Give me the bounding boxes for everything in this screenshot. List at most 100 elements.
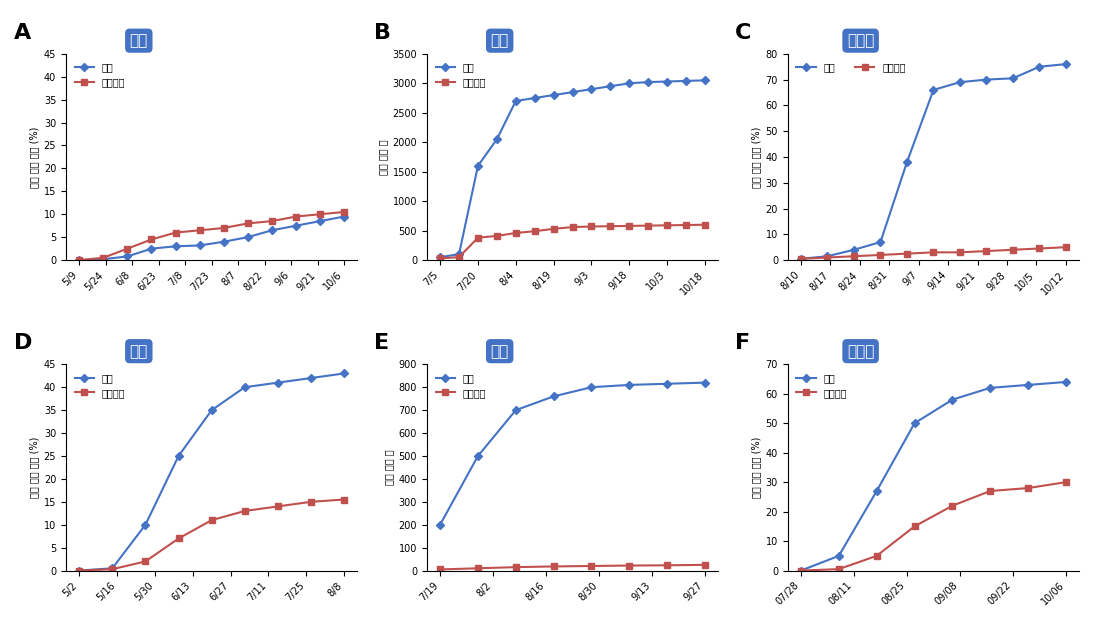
온주밀감: [1059, 479, 1072, 486]
온주밀감: [547, 225, 560, 232]
하귤: [870, 487, 883, 495]
온주밀감: [927, 249, 940, 256]
하귤: [623, 381, 636, 389]
Text: B: B: [374, 23, 392, 43]
Legend: 하귤, 온주밀감: 하귤, 온주밀감: [793, 58, 910, 77]
온주밀감: [680, 221, 693, 229]
하귤: [901, 158, 914, 166]
하귤: [661, 380, 674, 387]
Text: C: C: [735, 23, 751, 43]
Text: F: F: [735, 333, 750, 354]
온주밀감: [954, 249, 967, 256]
하귤: [1059, 378, 1072, 386]
Line: 하귤: 하귤: [799, 379, 1069, 573]
하귤: [873, 238, 887, 246]
온주밀감: [491, 232, 504, 240]
Y-axis label: 전체 발병 수: 전체 발병 수: [385, 450, 395, 485]
온주밀감: [585, 223, 598, 230]
하귤: [983, 384, 997, 392]
하귤: [1033, 63, 1046, 70]
하귤: [833, 552, 846, 560]
온주밀감: [97, 254, 110, 262]
하귤: [794, 255, 807, 263]
온주밀감: [547, 563, 560, 570]
Y-axis label: 병든 가지 비율 (%): 병든 가지 비율 (%): [751, 436, 761, 498]
온주밀감: [794, 255, 807, 263]
하귤: [338, 213, 351, 220]
하귤: [192, 242, 206, 249]
하귤: [217, 238, 230, 246]
온주밀감: [833, 565, 846, 573]
Text: 여름순: 여름순: [847, 33, 874, 48]
온주밀감: [980, 247, 993, 255]
하귤: [73, 256, 86, 264]
하귤: [73, 567, 86, 575]
하귤: [205, 406, 218, 414]
Text: 여름순: 여름순: [847, 344, 874, 359]
하귤: [139, 521, 152, 529]
Line: 하귤: 하귤: [76, 371, 346, 573]
온주밀감: [471, 565, 484, 572]
온주밀감: [794, 567, 807, 575]
Line: 하귤: 하귤: [438, 77, 707, 260]
하귤: [305, 374, 318, 382]
하귤: [980, 76, 993, 84]
하귤: [604, 82, 617, 90]
온주밀감: [1022, 484, 1035, 492]
온주밀감: [661, 222, 674, 229]
Y-axis label: 병든 가지 비율 (%): 병든 가지 비율 (%): [751, 126, 761, 188]
온주밀감: [471, 234, 484, 241]
온주밀감: [509, 563, 522, 571]
하귤: [1022, 381, 1035, 389]
온주밀감: [106, 565, 119, 573]
하귤: [821, 252, 834, 260]
온주밀감: [901, 250, 914, 257]
하귤: [314, 217, 327, 225]
Legend: 하귤, 온주밀감: 하귤, 온주밀감: [431, 369, 491, 402]
하귤: [1006, 75, 1020, 82]
Text: A: A: [13, 23, 31, 43]
하귤: [794, 567, 807, 575]
하귤: [172, 452, 185, 460]
온주밀감: [433, 254, 447, 262]
온주밀감: [509, 229, 522, 237]
Line: 온주밀감: 온주밀감: [76, 497, 346, 573]
온주밀감: [239, 507, 252, 515]
하귤: [954, 78, 967, 86]
Line: 하귤: 하귤: [799, 62, 1069, 262]
하귤: [698, 379, 712, 386]
온주밀감: [623, 222, 636, 230]
하귤: [169, 242, 183, 250]
하귤: [528, 94, 541, 102]
하귤: [121, 252, 134, 260]
Line: 하귤: 하귤: [438, 380, 707, 528]
Text: 과실: 과실: [491, 33, 509, 48]
하귤: [661, 78, 674, 85]
온주밀감: [623, 562, 636, 570]
Legend: 하귤, 온주밀감: 하귤, 온주밀감: [70, 369, 130, 402]
Text: 봄순: 봄순: [130, 33, 147, 48]
Y-axis label: 전체 발병 수: 전체 발병 수: [378, 139, 388, 175]
하귤: [471, 452, 484, 460]
하귤: [145, 245, 158, 252]
온주밀감: [139, 558, 152, 565]
온주밀감: [698, 221, 712, 229]
Line: 온주밀감: 온주밀감: [438, 562, 707, 572]
하귤: [623, 80, 636, 87]
온주밀감: [641, 222, 654, 229]
Text: E: E: [374, 333, 389, 354]
Text: D: D: [13, 333, 32, 354]
온주밀감: [289, 213, 302, 220]
Text: 과실: 과실: [491, 344, 509, 359]
Line: 하귤: 하귤: [76, 214, 346, 263]
하귤: [491, 136, 504, 143]
Legend: 하귤, 온주밀감: 하귤, 온주밀감: [431, 58, 491, 91]
온주밀감: [946, 502, 959, 509]
Legend: 하귤, 온주밀감: 하귤, 온주밀감: [793, 369, 851, 402]
Line: 온주밀감: 온주밀감: [76, 209, 346, 263]
Legend: 하귤, 온주밀감: 하귤, 온주밀감: [70, 58, 130, 91]
온주밀감: [73, 567, 86, 575]
하귤: [946, 396, 959, 403]
하귤: [1059, 60, 1072, 68]
온주밀감: [870, 552, 883, 560]
